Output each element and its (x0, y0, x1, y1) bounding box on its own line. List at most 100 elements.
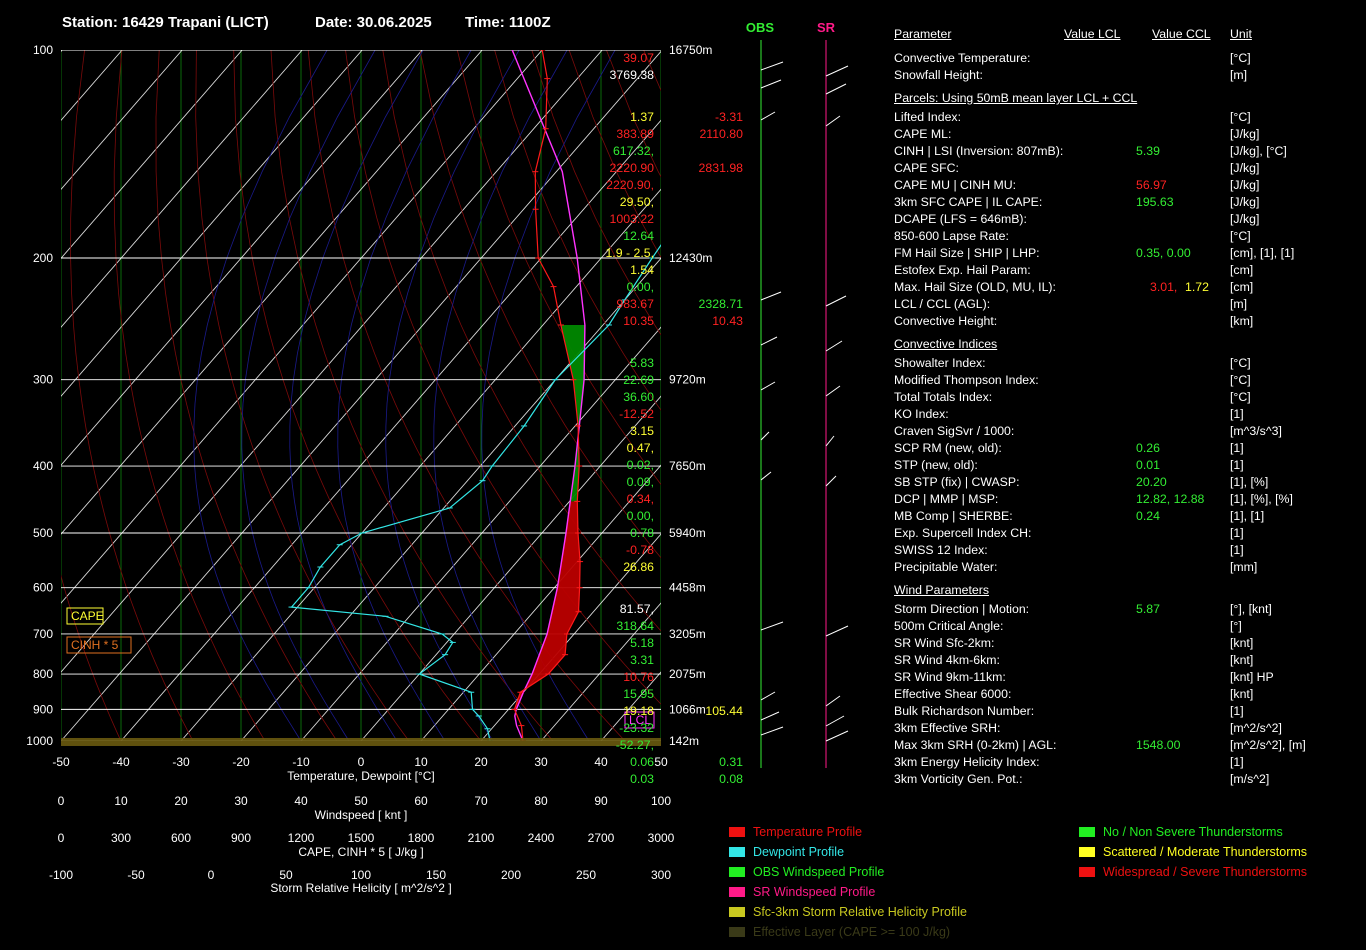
moist-adiabat (433, 50, 568, 741)
panel-row-label: Precipitable Water: (894, 560, 998, 574)
isotherm-line (240, 257, 661, 741)
panel-row-label: Effective Shear 6000: (894, 687, 1012, 701)
legend-profile-swatch (729, 907, 745, 917)
panel-row-label: Convective Temperature: (894, 51, 1031, 65)
panel-row-value-lcl: 0.34, (626, 492, 654, 506)
height-tick-label: 9720m (669, 373, 706, 387)
pressure-tick-label: 300 (33, 373, 53, 387)
legend-profile-swatch (729, 927, 745, 937)
panel-row-label: Bulk Richardson Number: (894, 704, 1035, 718)
dry-adiabat (382, 50, 661, 632)
panel-row-unit: [m^2/s^2] (1230, 721, 1282, 735)
panel-row-value-ccl: 0.24 (1136, 509, 1160, 523)
legend-profile-label: Sfc-3km Storm Relative Helicity Profile (753, 905, 967, 919)
dry-adiabat (755, 50, 880, 741)
panel-row-value-ccl: -3.31 (714, 110, 743, 124)
obs-wind-barb (760, 111, 776, 121)
windspeed-tick-label: 20 (174, 794, 188, 808)
panel-row-value-ccl: 56.97 (1136, 178, 1167, 192)
obs-wind-barb (760, 79, 782, 89)
panel-row-label: CAPE MU | CINH MU: (894, 178, 1017, 192)
panel-row-unit: [1] (1230, 755, 1244, 769)
panel-row-unit: [°C] (1230, 356, 1251, 370)
cape-tick-label: 300 (111, 831, 131, 845)
panel-row-value-ccl: 105.44 (705, 704, 743, 718)
obs-wind-barb (760, 336, 778, 346)
panel-row-value-lcl: 1.37 (630, 110, 654, 124)
panel-row-label: LCL / CCL (AGL): (894, 297, 991, 311)
sr-wind-barb (825, 715, 845, 727)
panel-section-label: Wind Parameters (894, 583, 989, 597)
temp-tick-label: -50 (52, 755, 70, 769)
legend-severity-swatch (1079, 847, 1095, 857)
pressure-tick-label: 400 (33, 459, 53, 473)
dry-adiabat (681, 50, 880, 741)
cinh-label-box (66, 636, 132, 654)
panel-row-value-ccl: 2831.98 (698, 161, 743, 175)
temp-tick-label: 20 (474, 755, 488, 769)
panel-row-unit: [cm], [1], [1] (1230, 246, 1295, 260)
moist-adiabat (193, 50, 328, 741)
legend-profile-label: OBS Windspeed Profile (753, 865, 885, 879)
temp-tick-label: 30 (534, 755, 548, 769)
panel-header-unit: Unit (1230, 27, 1252, 41)
panel-row-label: 3km SFC CAPE | IL CAPE: (894, 195, 1043, 209)
panel-row-value-ccl: 195.63 (1136, 195, 1174, 209)
dry-adiabat (233, 50, 482, 741)
panel-header-ccl: Value CCL (1152, 27, 1211, 41)
sr-column-label: SR (817, 20, 836, 35)
obs-wind-barb (760, 621, 784, 631)
windspeed-axis-label: Windspeed [ knt ] (315, 808, 408, 822)
panel-row-label: 500m Critical Angle: (894, 619, 1004, 633)
isotherm-line (61, 50, 423, 466)
panel-row-value-lcl: 15.95 (623, 687, 654, 701)
pressure-tick-label: 200 (33, 251, 53, 265)
windspeed-tick-label: 100 (651, 794, 671, 808)
panel-row-unit: [1], [%], [%] (1230, 492, 1293, 506)
sr-wind-barb (825, 730, 849, 742)
panel-row-value-lcl: 0.06 (630, 755, 654, 769)
panel-section-label: Parcels: Using 50mB mean layer LCL + CCL (894, 91, 1138, 105)
pressure-tick-label: 600 (33, 581, 53, 595)
legend-profile-swatch (729, 867, 745, 877)
panel-row-value-lcl: 1003.22 (609, 212, 654, 226)
panel-row-label: Estofex Exp. Hail Param: (894, 263, 1031, 277)
panel-row-unit: [°] (1230, 619, 1242, 633)
panel-row-unit: [mm] (1230, 560, 1258, 574)
panel-row-label: Max 3km SRH (0-2km) | AGL: (894, 738, 1057, 752)
isotherm-line (360, 395, 661, 741)
sr-wind-barb (825, 65, 849, 77)
srh-tick-label: 250 (576, 868, 596, 882)
height-tick-label: 7650m (669, 459, 706, 473)
panel-row-value-ccl: 1548.00 (1136, 738, 1181, 752)
panel-row-value-ccl: 1.72 (1185, 280, 1209, 294)
panel-row-value-lcl: 983.67 (616, 297, 654, 311)
panel-row-value-lcl: 0.09, (626, 475, 654, 489)
height-tick-label: 1066m (669, 702, 706, 716)
windspeed-tick-label: 50 (354, 794, 368, 808)
sr-wind-barb (825, 340, 843, 352)
isotherm-line (61, 50, 363, 397)
dry-adiabat (270, 50, 554, 741)
panel-row-label: Modified Thompson Index: (894, 373, 1039, 387)
panel-row-value-lcl: 36.60 (623, 390, 654, 404)
pressure-tick-label: 700 (33, 627, 53, 641)
temp-tick-label: -10 (292, 755, 310, 769)
pressure-tick-label: 500 (33, 526, 53, 540)
pressure-tick-label: 900 (33, 702, 53, 716)
height-tick-label: 142m (669, 734, 699, 748)
obs-wind-barb (760, 726, 784, 736)
cape-tick-label: 600 (171, 831, 191, 845)
panel-row-value-ccl: 2110.80 (699, 127, 743, 141)
panel-row-unit: [1], [1] (1230, 509, 1265, 523)
panel-row-label: SR Wind 4km-6km: (894, 653, 1000, 667)
isotherm-line (120, 119, 661, 741)
panel-row-unit: [m^2/s^2], [m] (1230, 738, 1306, 752)
dry-adiabat (718, 50, 880, 741)
panel-row-label: Lifted Index: (894, 110, 961, 124)
header-date: Date: 30.06.2025 (315, 14, 432, 31)
srh-axis-label: Storm Relative Helicity [ m^2/s^2 ] (270, 881, 451, 895)
panel-row-value-lcl: -52.27, (615, 738, 654, 752)
height-tick-label: 12430m (669, 251, 712, 265)
legend-profile-swatch (729, 887, 745, 897)
